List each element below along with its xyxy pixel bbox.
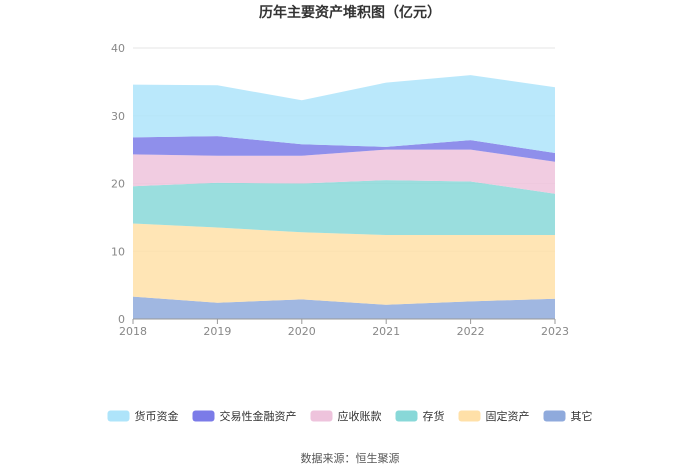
x-tick-label: 2023: [541, 325, 569, 338]
legend-label: 存货: [423, 409, 445, 423]
area-series-3: [133, 149, 555, 194]
y-tick-label: 20: [111, 178, 125, 191]
legend-swatch: [310, 410, 333, 422]
chart-title: 历年主要资产堆积图（亿元）: [259, 4, 441, 21]
legend-item[interactable]: 存货: [395, 409, 445, 423]
y-tick-label: 0: [118, 313, 125, 326]
legend-label: 货币资金: [135, 409, 179, 423]
legend-item[interactable]: 固定资产: [458, 409, 530, 423]
legend-swatch: [458, 410, 481, 422]
x-tick-label: 2022: [457, 325, 485, 338]
legend-swatch: [543, 410, 566, 422]
area-series-5: [133, 75, 555, 153]
area-series-2: [133, 180, 555, 235]
legend-item[interactable]: 货币资金: [107, 409, 179, 423]
legend-item[interactable]: 应收账款: [310, 409, 382, 423]
y-tick-label: 10: [111, 245, 125, 258]
x-tick-label: 2019: [203, 325, 231, 338]
axes: 0 10 20 30 40 2018 2019 2020 2021 2022 2023: [111, 42, 569, 338]
legend-item[interactable]: 其它: [543, 409, 593, 423]
legend-label: 固定资产: [486, 409, 530, 423]
area-series: [133, 75, 555, 319]
legend-label: 其它: [571, 409, 593, 423]
legend: 货币资金 交易性金融资产 应收账款 存货 固定资产 其它: [107, 409, 593, 423]
legend-label: 交易性金融资产: [220, 409, 297, 423]
legend-item[interactable]: 交易性金融资产: [192, 409, 297, 423]
area-series-0: [133, 296, 555, 319]
area-series-4: [133, 136, 555, 162]
legend-swatch: [107, 410, 130, 422]
legend-swatch: [395, 410, 418, 422]
x-tick-label: 2018: [119, 325, 147, 338]
y-tick-label: 30: [111, 110, 125, 123]
area-series-1: [133, 223, 555, 305]
legend-swatch: [192, 410, 215, 422]
source-note: 数据来源：恒生聚源: [301, 451, 400, 465]
x-tick-label: 2021: [372, 325, 400, 338]
legend-label: 应收账款: [338, 409, 382, 423]
y-tick-label: 40: [111, 42, 125, 55]
x-tick-label: 2020: [288, 325, 316, 338]
